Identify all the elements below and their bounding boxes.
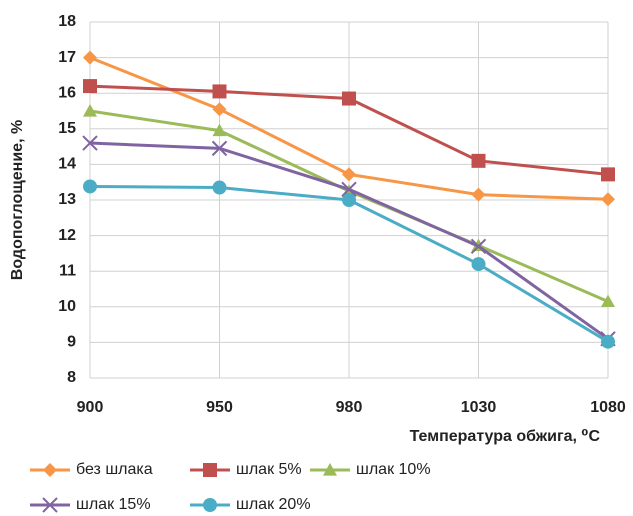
marker xyxy=(203,498,217,512)
x-tick-label: 1030 xyxy=(461,399,497,416)
legend-label: шлак 5% xyxy=(236,461,302,478)
marker xyxy=(471,153,486,168)
x-tick-label: 1080 xyxy=(590,399,626,416)
marker xyxy=(212,84,227,99)
y-tick-label: 16 xyxy=(58,84,76,101)
y-tick-label: 8 xyxy=(67,369,76,386)
legend-label: шлак 15% xyxy=(76,496,151,513)
y-tick-label: 13 xyxy=(58,191,76,208)
y-tick-label: 11 xyxy=(59,262,76,279)
y-tick-label: 15 xyxy=(58,120,76,137)
marker xyxy=(601,192,615,207)
marker xyxy=(43,463,57,477)
marker xyxy=(601,294,615,308)
marker xyxy=(342,193,356,207)
marker xyxy=(203,463,217,477)
marker xyxy=(601,334,615,349)
marker xyxy=(341,181,357,198)
y-axis-title: Водопоглощение, % xyxy=(9,120,26,280)
marker xyxy=(211,140,228,157)
marker xyxy=(342,167,356,182)
marker xyxy=(601,167,615,182)
marker xyxy=(323,463,337,476)
marker xyxy=(212,102,227,117)
legend-label: без шлака xyxy=(76,461,153,478)
marker xyxy=(83,79,97,94)
legend-label: шлак 10% xyxy=(356,461,431,478)
marker xyxy=(83,179,97,194)
y-tick-label: 14 xyxy=(58,156,76,173)
x-tick-label: 950 xyxy=(206,399,233,416)
marker xyxy=(471,187,486,202)
x-axis-title: Температура обжига, ⁰С xyxy=(410,428,601,445)
x-tick-label: 980 xyxy=(336,399,363,416)
marker xyxy=(342,91,356,106)
y-tick-label: 18 xyxy=(58,13,76,30)
marker xyxy=(42,497,58,513)
marker xyxy=(470,238,487,254)
legend-label: шлак 20% xyxy=(236,496,311,513)
y-tick-label: 10 xyxy=(58,298,76,315)
marker xyxy=(82,135,98,151)
marker xyxy=(471,257,486,272)
y-tick-label: 9 xyxy=(67,334,76,351)
y-tick-label: 12 xyxy=(58,227,76,244)
y-tick-label: 17 xyxy=(58,49,76,66)
marker xyxy=(212,180,227,195)
marker xyxy=(83,50,97,65)
marker xyxy=(212,123,227,137)
marker xyxy=(83,104,97,117)
x-tick-label: 900 xyxy=(77,399,104,416)
